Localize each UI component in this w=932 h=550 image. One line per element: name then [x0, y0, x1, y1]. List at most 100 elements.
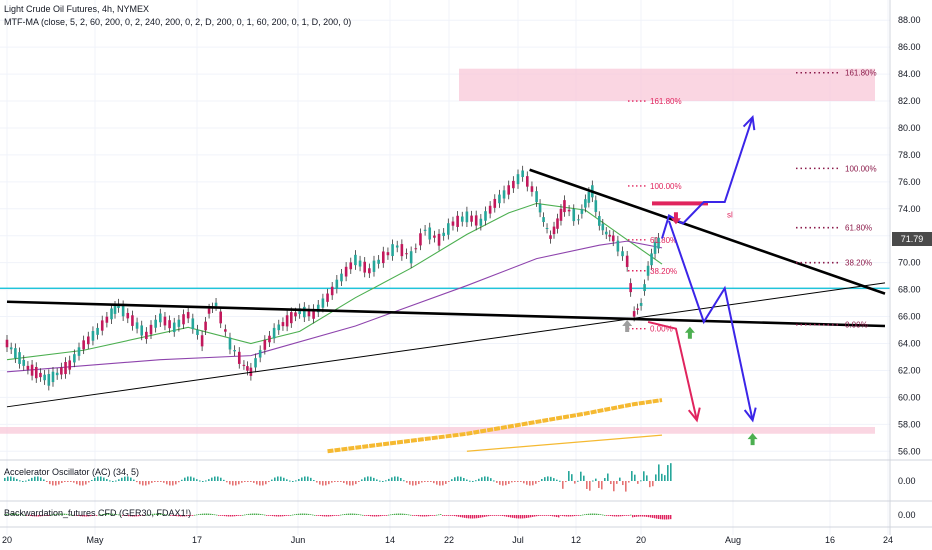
bw-bar — [300, 513, 302, 515]
ac-bar — [409, 481, 411, 485]
bw-bar — [522, 515, 524, 519]
bw-bar — [138, 515, 140, 517]
fib-label: 100.00% — [650, 182, 682, 191]
ac-bar — [40, 477, 42, 481]
x-tick-label: 12 — [571, 535, 581, 545]
candle-body — [18, 352, 21, 364]
bw-bar — [546, 515, 548, 516]
candle-body — [186, 312, 190, 319]
candle-body — [43, 374, 46, 381]
bw-bar — [390, 514, 392, 516]
trendline — [6, 282, 886, 408]
bw-bar — [640, 515, 642, 517]
bw-bar — [6, 513, 8, 515]
bw-bar — [320, 515, 322, 517]
candle-body — [584, 199, 587, 208]
candle-body — [73, 354, 76, 363]
bw-bar — [240, 515, 242, 516]
bw-bar — [644, 515, 646, 517]
bw-bar — [462, 515, 464, 518]
candle-body — [616, 240, 620, 252]
ac-bar — [547, 476, 549, 481]
bw-bar — [490, 515, 492, 516]
candle-body — [405, 253, 408, 255]
bw-bar — [494, 515, 496, 516]
ac-bar — [388, 478, 390, 481]
bw-bar — [388, 514, 390, 516]
ac-bar — [373, 477, 375, 481]
x-tick-label: 17 — [192, 535, 202, 545]
y-tick-label: 86.00 — [898, 42, 921, 52]
candle-body — [68, 360, 72, 370]
ac-bar — [349, 481, 351, 486]
ac-bar — [247, 481, 249, 482]
ac-bar — [658, 464, 660, 481]
ac-bar — [322, 481, 324, 486]
y-tick-label: 66.00 — [898, 312, 921, 322]
bw-bar — [536, 515, 538, 517]
ac-bar — [76, 481, 78, 485]
bw-bar — [366, 515, 368, 516]
ac-bar — [103, 477, 105, 481]
candle-body — [470, 215, 473, 222]
ac-bar — [517, 481, 519, 482]
ac-bar — [100, 476, 102, 481]
ac-bar — [403, 480, 405, 482]
bw-bar — [202, 513, 204, 515]
candle-body — [363, 261, 367, 273]
bw-bar — [430, 515, 432, 516]
ac-bar — [490, 478, 492, 481]
bw-bar — [574, 515, 576, 517]
arrow-up-icon — [622, 319, 633, 332]
bw-bar — [316, 515, 318, 516]
ac-bar — [148, 481, 150, 485]
bw-bar — [432, 515, 434, 516]
candle-body — [330, 286, 334, 296]
bw-bar — [410, 514, 412, 516]
ma-line — [466, 434, 663, 452]
bw-bar — [294, 514, 296, 516]
ac-bar — [469, 480, 471, 482]
bw-bar — [58, 513, 60, 515]
ac-bar — [256, 481, 258, 485]
bw-bar — [212, 514, 214, 515]
ac-bar — [277, 476, 279, 481]
bw-bar — [332, 515, 334, 517]
arrow-up-icon — [747, 433, 758, 446]
candle-body — [312, 308, 315, 319]
bw-bar — [244, 514, 246, 516]
candle-body — [121, 305, 125, 317]
candle-body — [91, 331, 95, 341]
candle-body — [377, 259, 380, 264]
candle-body — [643, 284, 646, 292]
ac-bar — [58, 481, 60, 485]
ac-bar — [22, 480, 24, 482]
fib-label: 161.80% — [650, 97, 682, 106]
candle-body — [140, 325, 144, 336]
bw-bar — [62, 513, 64, 515]
bw-bar — [292, 514, 294, 516]
bw-bar — [304, 513, 306, 515]
bw-bar — [88, 515, 90, 517]
ac-bar — [4, 477, 6, 481]
bw-bar — [14, 513, 16, 515]
fib-label: 38.20% — [650, 267, 677, 276]
bw-bar — [166, 514, 168, 516]
candle-body — [64, 361, 67, 375]
ac-bar — [508, 481, 510, 484]
candle-body — [572, 209, 576, 222]
bw-bar — [64, 513, 66, 515]
ac-bar — [514, 481, 516, 482]
ac-bar — [394, 476, 396, 481]
ac-bar — [637, 481, 639, 484]
ac-bar — [358, 481, 360, 482]
candle-body — [39, 372, 42, 378]
bw-bar — [46, 515, 48, 516]
bw-bar — [342, 514, 344, 516]
x-tick-label: 20 — [2, 535, 12, 545]
bw-bar — [476, 515, 478, 519]
bw-bar — [264, 514, 266, 516]
candle-body — [530, 186, 534, 192]
last-price-tag: 71.79 — [892, 232, 932, 246]
